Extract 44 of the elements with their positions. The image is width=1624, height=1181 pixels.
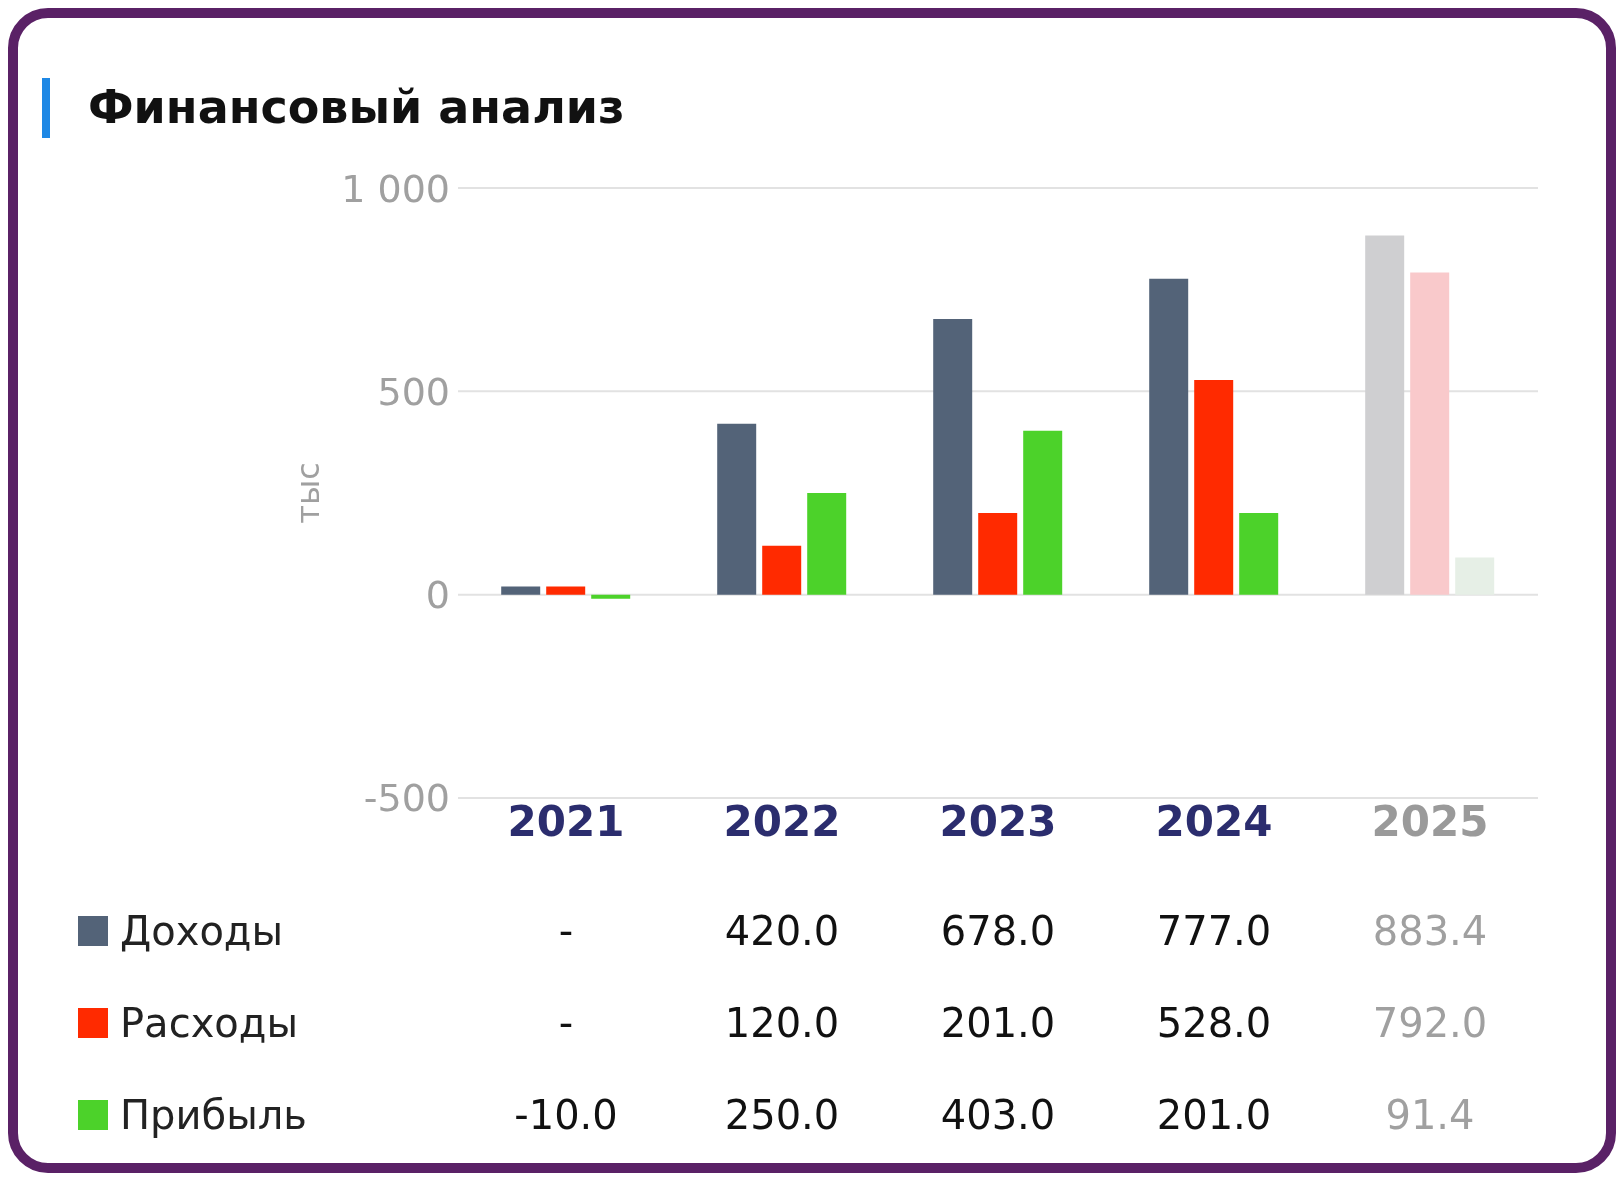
bar bbox=[807, 493, 847, 595]
x-tick-label: 2022 bbox=[723, 797, 841, 846]
bar bbox=[1194, 379, 1234, 595]
y-axis-title: тыс bbox=[289, 462, 328, 524]
bar bbox=[978, 512, 1018, 595]
data-label: 792.0 bbox=[1371, 1000, 1489, 1046]
data-label: 250.0 bbox=[723, 1092, 841, 1138]
legend-label: Расходы bbox=[120, 1000, 299, 1046]
data-label: - bbox=[557, 1000, 575, 1046]
x-tick-label: 2023 bbox=[939, 797, 1057, 846]
bar bbox=[1365, 235, 1405, 595]
bar bbox=[717, 423, 757, 595]
data-label: 201.0 bbox=[1155, 1092, 1273, 1138]
y-tick-label: 1 000 bbox=[341, 166, 450, 211]
bar bbox=[1023, 430, 1063, 595]
bar bbox=[762, 545, 802, 595]
y-tick-label: -500 bbox=[363, 776, 450, 821]
legend-label: Доходы bbox=[120, 908, 284, 954]
bar bbox=[546, 586, 586, 595]
x-tick-label: 2021 bbox=[507, 797, 625, 846]
data-label: -10.0 bbox=[513, 1092, 619, 1138]
bar bbox=[1149, 278, 1189, 595]
data-label: 201.0 bbox=[939, 1000, 1057, 1046]
data-label: 678.0 bbox=[939, 908, 1057, 954]
data-label: 91.4 bbox=[1384, 1092, 1476, 1138]
data-label: 403.0 bbox=[939, 1092, 1057, 1138]
bar bbox=[933, 318, 973, 595]
chart-title: Финансовый анализ bbox=[88, 80, 625, 134]
data-label: - bbox=[557, 908, 575, 954]
bar bbox=[1410, 272, 1450, 595]
bar bbox=[591, 594, 631, 599]
x-tick-label: 2024 bbox=[1155, 797, 1273, 846]
bar bbox=[501, 586, 541, 595]
bar bbox=[1239, 512, 1279, 595]
x-tick-label: 2025 bbox=[1371, 797, 1489, 846]
y-tick-label: 0 bbox=[425, 573, 450, 618]
data-label: 777.0 bbox=[1155, 908, 1273, 954]
y-tick-label: 500 bbox=[377, 369, 450, 414]
data-label: 883.4 bbox=[1371, 908, 1489, 954]
data-label: 528.0 bbox=[1155, 1000, 1273, 1046]
data-label: 420.0 bbox=[723, 908, 841, 954]
legend-label: Прибыль bbox=[120, 1092, 307, 1138]
bar bbox=[1455, 557, 1495, 595]
data-label: 120.0 bbox=[723, 1000, 841, 1046]
